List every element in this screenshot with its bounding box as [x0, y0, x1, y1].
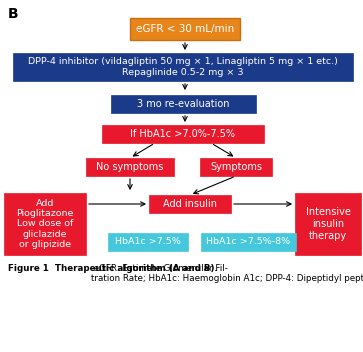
Text: If HbA1c >7.0%-7.5%: If HbA1c >7.0%-7.5% [131, 129, 236, 139]
Text: eGFR < 30 mL/min: eGFR < 30 mL/min [136, 24, 234, 34]
Text: Figure 1  Therapeutic algorithm (A and B).: Figure 1 Therapeutic algorithm (A and B)… [8, 264, 218, 273]
Text: Add
Pioglitazone
Low dose of
gliclazide
or glipizide: Add Pioglitazone Low dose of gliclazide … [16, 199, 74, 249]
FancyBboxPatch shape [149, 195, 231, 213]
Text: eGFR: Estimate Glomerular Fil-
tration Rate; HbA1c: Haemoglobin A1c; DPP-4: Dipe: eGFR: Estimate Glomerular Fil- tration R… [90, 264, 363, 283]
FancyBboxPatch shape [4, 193, 86, 255]
Text: HbA1c >7.5%: HbA1c >7.5% [115, 238, 181, 246]
Text: Intensive
insulin
therapy: Intensive insulin therapy [306, 207, 350, 241]
FancyBboxPatch shape [86, 158, 174, 176]
FancyBboxPatch shape [200, 158, 272, 176]
FancyBboxPatch shape [110, 95, 256, 113]
FancyBboxPatch shape [13, 53, 353, 81]
FancyBboxPatch shape [295, 193, 361, 255]
Text: Add insulin: Add insulin [163, 199, 217, 209]
FancyBboxPatch shape [200, 233, 295, 251]
Text: DPP-4 inhibitor (vildagliptin 50 mg × 1, Linagliptin 5 mg × 1 etc.)
Repaglinide : DPP-4 inhibitor (vildagliptin 50 mg × 1,… [28, 57, 338, 77]
FancyBboxPatch shape [108, 233, 188, 251]
FancyBboxPatch shape [130, 18, 240, 40]
Text: B: B [8, 7, 19, 21]
Text: HbA1c >7.5%-8%: HbA1c >7.5%-8% [206, 238, 290, 246]
FancyBboxPatch shape [102, 125, 264, 143]
Text: No symptoms: No symptoms [96, 162, 164, 172]
Text: 3 mo re-evaluation: 3 mo re-evaluation [137, 99, 229, 109]
Text: Symptoms: Symptoms [210, 162, 262, 172]
